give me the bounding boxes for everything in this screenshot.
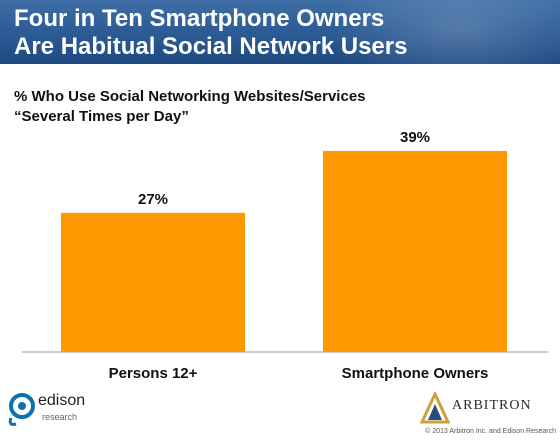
header-banner: Four in Ten Smartphone Owners Are Habitu… (0, 0, 560, 64)
bar-0 (61, 212, 245, 352)
category-label-1: Smartphone Owners (342, 365, 489, 382)
chart-title-text: % Who Use Social Networking Websites/Ser… (14, 88, 366, 105)
copyright-text: © 2013 Arbitron Inc. and Edison Research (425, 428, 556, 435)
chart-subtitle-text: “Several Times per Day” (14, 108, 189, 125)
chart-subtitle: % Who Use Social Networking Websites/Ser… (14, 87, 366, 127)
edison-logo: edison research (6, 388, 126, 438)
title-line-1: Four in Ten Smartphone Owners (14, 5, 385, 32)
arbitron-logo: ARBITRON © 2013 Arbitron Inc. and Edison… (420, 392, 560, 442)
title-line-2: Are Habitual Social Network Users (14, 33, 408, 60)
edison-logo-text: edison (38, 392, 86, 409)
edison-logo-subtext: research (42, 412, 78, 422)
page-title: Four in Ten Smartphone Owners Are Habitu… (14, 5, 407, 61)
arbitron-logo-text: ARBITRON (452, 398, 532, 413)
data-label-1: 39% (400, 129, 430, 146)
category-label-0: Persons 12+ (109, 365, 198, 382)
bar-1 (323, 150, 507, 352)
edison-swirl-icon (8, 393, 35, 426)
arbitron-triangle-icon (420, 392, 450, 424)
data-label-0: 27% (138, 191, 168, 208)
